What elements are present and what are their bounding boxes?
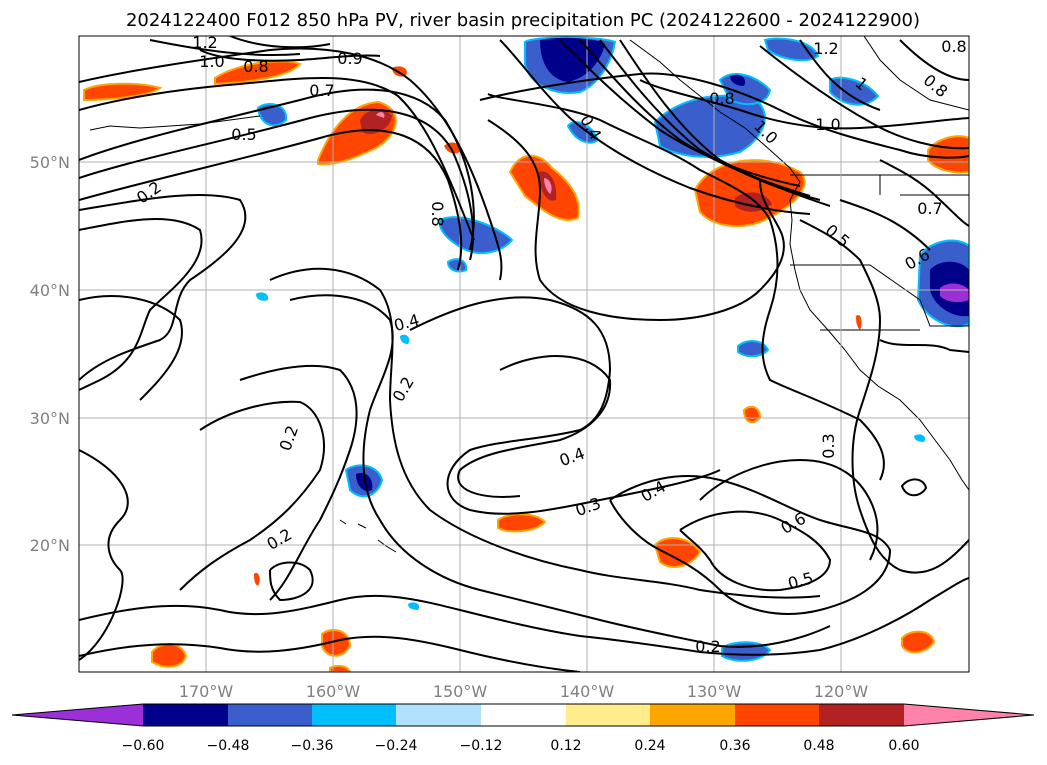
colorbar-swatch — [819, 704, 904, 726]
contour-label: 0.2 — [695, 637, 720, 656]
lon-label: 130°W — [687, 682, 742, 701]
figure-title: 2024122400 F012 850 hPa PV, river basin … — [126, 10, 920, 31]
pv-contours — [79, 36, 969, 672]
colorbar-tick-labels: −0.60 −0.48 −0.36 −0.24 −0.12 0.12 0.24 … — [122, 738, 920, 754]
longitude-labels: 170°W 160°W 150°W 140°W 130°W 120°W — [179, 682, 869, 701]
colorbar-swatch-min-extend — [12, 704, 143, 726]
colorbar-tick-label: −0.12 — [460, 738, 503, 754]
contour-label: 1.2 — [813, 39, 838, 58]
colorbar-tick-label: −0.48 — [207, 738, 250, 754]
lon-label: 120°W — [814, 682, 869, 701]
colorbar-tick-label: 0.12 — [550, 738, 581, 754]
lon-label: 150°W — [433, 682, 488, 701]
colorbar-tick-label: −0.24 — [375, 738, 418, 754]
colorbar-tick-label: 0.60 — [888, 738, 919, 754]
colorbar-swatch — [566, 704, 650, 726]
contour-label: 0.9 — [337, 49, 362, 68]
colorbar-swatch — [312, 704, 396, 726]
contour-label: 0.8 — [428, 201, 447, 226]
map-area: 1.2 1.0 0.8 0.7 0.9 0.5 0.2 0.8 0.4 0.2 … — [79, 33, 969, 672]
colorbar-swatch — [735, 704, 819, 726]
map-frame — [78, 35, 970, 673]
colorbar-swatch — [143, 704, 228, 726]
contour-label: 0.3 — [819, 433, 838, 458]
colorbar-tick-label: 0.48 — [803, 738, 834, 754]
colorbar-swatch — [481, 704, 566, 726]
lon-label: 160°W — [306, 682, 361, 701]
lat-label: 40°N — [30, 281, 70, 300]
contour-label: 0.8 — [243, 57, 268, 76]
colorbar-outline — [11, 703, 1035, 727]
contour-label: 0.8 — [941, 37, 966, 56]
colorbar-swatch — [650, 704, 735, 726]
colorbar-swatches — [11, 703, 1035, 727]
contour-label: 1.0 — [815, 115, 840, 134]
lat-label: 30°N — [30, 409, 70, 428]
colorbar-tick-label: −0.36 — [291, 738, 334, 754]
colorbar: −0.60 −0.48 −0.36 −0.24 −0.12 0.12 0.24 … — [11, 703, 1035, 754]
colorbar-tick-label: −0.60 — [122, 738, 165, 754]
lon-label: 170°W — [179, 682, 234, 701]
lat-label: 50°N — [30, 153, 70, 172]
contour-label: 1.0 — [199, 52, 224, 71]
colorbar-swatch — [396, 704, 481, 726]
colorbar-tick-label: 0.24 — [634, 738, 665, 754]
latitude-labels: 50°N 40°N 30°N 20°N — [30, 153, 70, 555]
lon-label: 140°W — [560, 682, 615, 701]
colorbar-swatch-max-extend — [904, 704, 1034, 726]
gridlines — [79, 36, 969, 672]
contour-label: 0.8 — [709, 89, 734, 108]
colorbar-swatch — [228, 704, 312, 726]
colorbar-tick-label: 0.36 — [719, 738, 750, 754]
contour-label: 0.5 — [231, 125, 256, 144]
contour-label: 0.7 — [917, 199, 942, 218]
coastlines — [89, 36, 969, 553]
contour-label: 1.2 — [192, 33, 217, 52]
contour-label: 0.7 — [309, 81, 334, 100]
lat-label: 20°N — [30, 536, 70, 555]
